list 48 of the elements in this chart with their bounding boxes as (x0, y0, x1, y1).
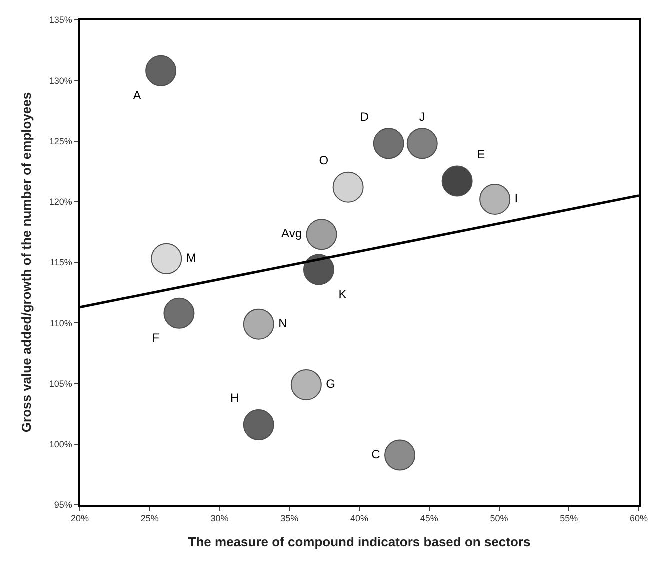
point (146, 55, 177, 86)
point (303, 254, 334, 286)
series-label: I (514, 191, 518, 206)
x-tick-label: 60% (630, 514, 648, 524)
series-label: O (319, 154, 329, 168)
y-tick-label: 135% (49, 15, 72, 26)
y-tick-label: 105% (49, 378, 72, 389)
series-label: K (338, 288, 347, 302)
series-label: D (360, 110, 370, 124)
y-tick-label: 125% (49, 136, 72, 146)
y-tick-label: 110% (50, 318, 72, 328)
y-tick-label: 100% (49, 440, 72, 450)
series-label: Avg (282, 226, 302, 241)
point (306, 219, 338, 250)
x-tick-label: 20% (70, 514, 90, 524)
series-label: N (278, 316, 288, 330)
y-tick-label: 115% (50, 258, 72, 268)
x-tick-label: 40% (350, 514, 369, 524)
point (480, 184, 511, 215)
x-tick-label: 45% (420, 514, 438, 524)
x-tick-label: 35% (280, 514, 299, 524)
y-tick-label: 130% (49, 76, 72, 86)
x-tick-label: 30% (210, 514, 229, 524)
point (406, 128, 438, 160)
point (373, 128, 404, 160)
y-tick-label: 120% (49, 197, 72, 208)
x-tick-label: 50% (490, 514, 508, 524)
point (243, 308, 274, 340)
series-label: C (372, 447, 381, 462)
x-axis-title: The measure of compound indicators based on sectors (188, 534, 531, 550)
series-label: E (477, 148, 486, 162)
series-label: G (326, 376, 336, 391)
point (332, 172, 364, 203)
series-label: A (133, 88, 142, 103)
point (384, 440, 416, 471)
y-axis-title: Gross value added/growth of the number of employees (18, 92, 34, 433)
y-tick-label: 95% (54, 500, 72, 510)
x-tick-label: 55% (560, 514, 578, 524)
x-tick-label: 25% (140, 514, 159, 524)
point (164, 298, 195, 329)
series-label: H (230, 391, 240, 406)
point (442, 166, 473, 197)
point (290, 369, 322, 400)
point (151, 243, 182, 274)
series-label: F (152, 331, 160, 346)
series-label: J (419, 110, 426, 124)
series-label: M (186, 250, 196, 265)
point (243, 409, 274, 440)
